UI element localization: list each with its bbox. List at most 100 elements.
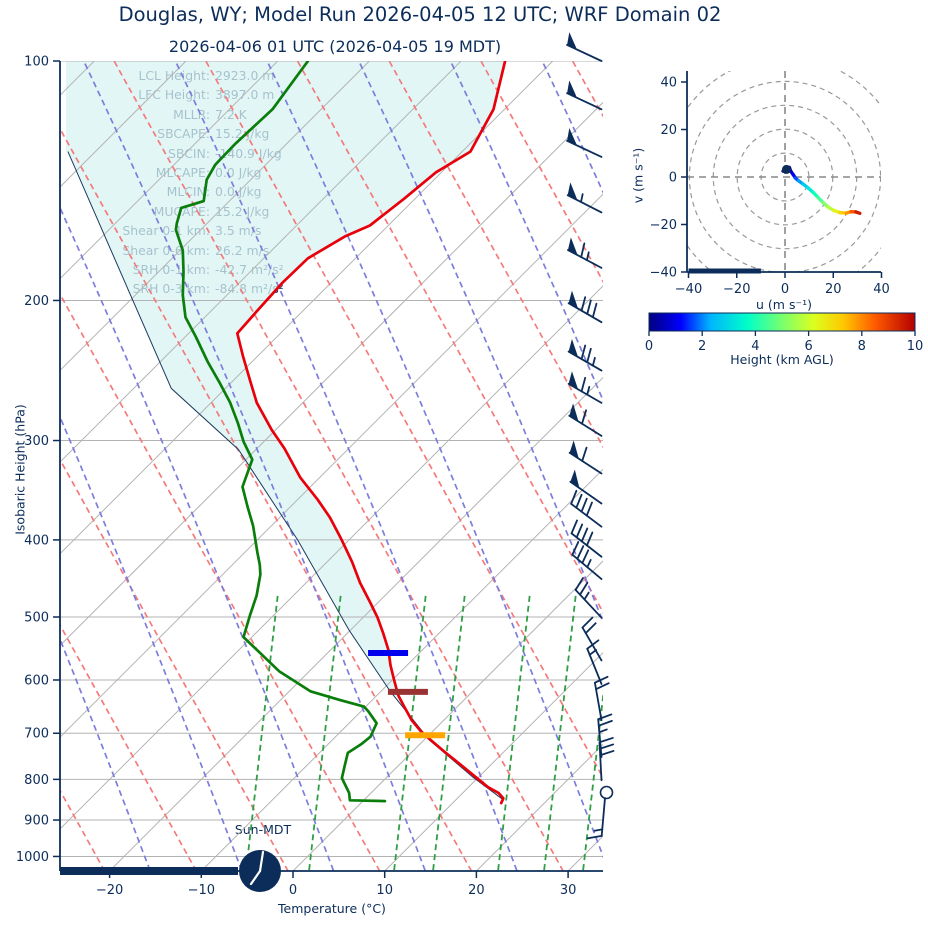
- barb-pennant: [568, 371, 579, 390]
- moist-adiabat-line: [82, 61, 427, 871]
- level-markers: [368, 650, 446, 739]
- dry-adiabat-line: [664, 61, 928, 880]
- surface-wind-barb: [587, 797, 606, 840]
- moist-adiabat-line: [174, 61, 518, 871]
- wind-barb: [567, 237, 603, 269]
- barb-half-tick: [583, 591, 590, 601]
- hodo-v-tick-label: 20: [660, 123, 677, 138]
- pressure-tick-label: 100: [24, 55, 49, 70]
- wind-barb: [567, 339, 603, 372]
- temperature-curve: [235, 61, 507, 805]
- barb-half-tick: [591, 356, 596, 367]
- barb-full-tick: [580, 296, 587, 312]
- barb-half-tick: [586, 385, 591, 396]
- parcel-profile-curve: [67, 151, 505, 801]
- barb-half-tick: [593, 828, 604, 832]
- barb-pennant: [569, 403, 579, 422]
- wind-barb: [574, 577, 603, 619]
- hodo-u-tick-label: 0: [781, 282, 789, 297]
- pressure-tick-label: 900: [24, 814, 49, 829]
- isotherm-line: [60, 61, 370, 372]
- sun-clock-label: Sun-MDT: [234, 822, 292, 837]
- pressure-tick-label: 700: [24, 727, 49, 742]
- barb-staff: [567, 249, 603, 269]
- barb-half-tick: [586, 251, 590, 262]
- barb-full-tick: [598, 743, 615, 750]
- wind-barb: [570, 519, 603, 558]
- dry-adiabat-line: [480, 61, 603, 284]
- wind-barb: [586, 639, 603, 685]
- sun-clock-icon: [239, 850, 281, 892]
- valid-time-subtitle: 2026-04-06 01 UTC (2026-04-05 19 MDT): [168, 37, 502, 56]
- barb-pennant: [567, 80, 578, 98]
- barb-pennant: [567, 237, 578, 256]
- temperature-tick-label: −10: [188, 883, 215, 898]
- colorbar-tick-label: 2: [698, 339, 706, 354]
- mixing-ratio-line: [432, 592, 466, 871]
- skewt-axes: 100 200 300 400 500 600 700 800 900 1000 −20 −10 0 10…: [16, 55, 603, 898]
- barb-pennant: [567, 182, 578, 201]
- pressure-tick-label: 1000: [16, 850, 49, 865]
- isotherm-line: [475, 743, 603, 871]
- wind-barb: [598, 737, 615, 782]
- pressure-tick-label: 300: [24, 434, 49, 449]
- hodo-v-tick-label: −20: [650, 218, 677, 233]
- pressure-tick-label: 800: [24, 773, 49, 788]
- wind-barb: [567, 371, 603, 404]
- hodo-u-tick-label: 20: [825, 282, 842, 297]
- mixing-ratio-line: [308, 592, 342, 871]
- barb-full-tick: [581, 409, 587, 425]
- barb-full-tick: [581, 446, 588, 462]
- barb-staff: [568, 451, 603, 475]
- surface-station-circle: [599, 785, 614, 800]
- isotherm-line: [60, 61, 554, 555]
- barb-full-tick: [581, 616, 594, 629]
- barb-staff: [566, 44, 603, 62]
- barb-full-tick: [597, 720, 613, 727]
- barb-pennant: [568, 290, 579, 309]
- wind-barb: [581, 616, 603, 662]
- wind-barb: [569, 469, 603, 505]
- sounding-profile-curves: [67, 61, 507, 805]
- colorbar-tick-label: 10: [907, 339, 924, 354]
- barb-full-tick: [570, 489, 578, 505]
- dry-adiabat-line: [113, 61, 565, 871]
- barb-full-tick: [591, 302, 598, 319]
- barb-pennant: [568, 339, 579, 358]
- hodograph-trace-segment: [854, 210, 862, 216]
- isotherm-line: [60, 61, 462, 463]
- moist-adiabat-line: [266, 61, 603, 859]
- hodo-u-tick-label: 40: [873, 282, 890, 297]
- clock-minute-hand: [258, 850, 265, 873]
- moist-adiabat-line: [449, 61, 603, 403]
- barb-pennant: [569, 440, 579, 459]
- isotherm-line: [200, 468, 603, 871]
- moist-adiabat-line: [358, 61, 603, 624]
- barb-full-tick: [580, 497, 588, 513]
- colorbar-label: Height (km AGL): [730, 352, 834, 367]
- hodograph-inset: −40 −20 0 20 40 40 20 0 −20 −40: [650, 71, 890, 297]
- wind-barb: [566, 32, 603, 62]
- mixing-ratio-line: [617, 593, 650, 880]
- hodo-v-tick-label: 0: [669, 171, 677, 186]
- isotherm-line: [108, 376, 603, 871]
- wind-barb: [570, 489, 603, 528]
- barb-half-tick: [580, 193, 584, 203]
- mixing-ratio-line: [245, 592, 279, 871]
- moist-adiabat-line: [0, 61, 62, 880]
- wind-barb: [566, 128, 603, 158]
- isotherm-line: [292, 560, 603, 871]
- barb-full-tick: [597, 713, 613, 721]
- hodograph-trace-start: [781, 164, 791, 174]
- height-colorbar: 0 2 4 6 8 10: [645, 312, 924, 354]
- barb-pennant: [567, 128, 578, 146]
- cin-shade-polygon: [66, 61, 506, 804]
- wind-barb: [571, 541, 603, 580]
- wind-barb: [566, 80, 603, 111]
- isotherm-line: [60, 193, 603, 738]
- barb-full-tick: [585, 501, 593, 517]
- dry-adiabat-line: [571, 61, 603, 118]
- hodo-u-tick-label: −40: [675, 282, 702, 297]
- wind-barb: [568, 440, 603, 475]
